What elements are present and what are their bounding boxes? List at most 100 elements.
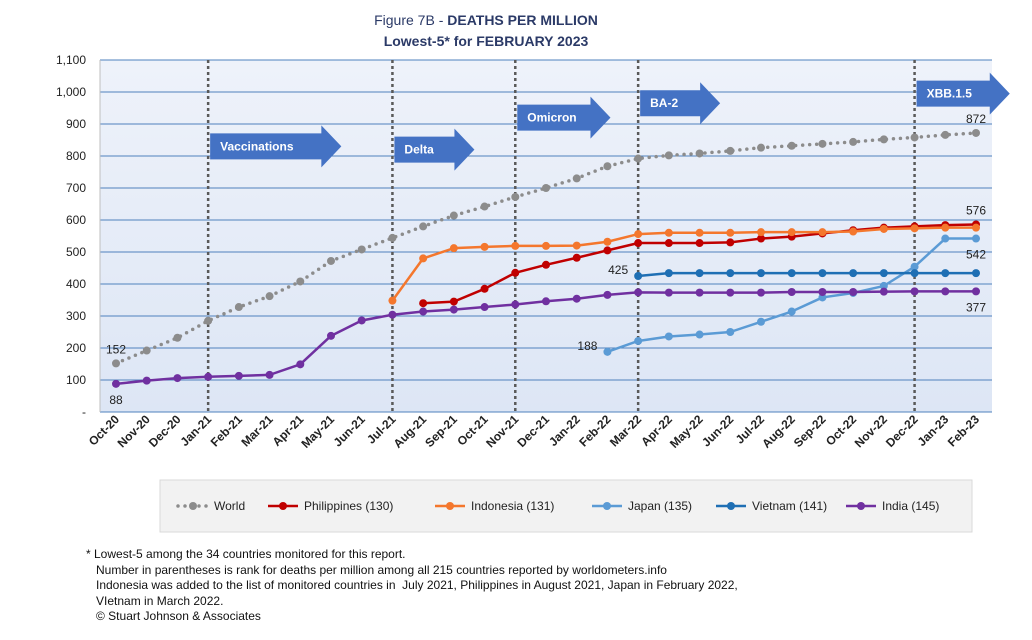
x-tick-label: Aug-22 (759, 412, 798, 451)
x-tick-label: Nov-22 (852, 412, 890, 450)
x-tick-label: Jun-21 (331, 412, 368, 449)
footnote-line: * Lowest-5 among the 34 countries monito… (86, 547, 406, 561)
data-point (972, 234, 980, 243)
data-point (664, 228, 673, 237)
data-point (757, 234, 765, 243)
data-point (787, 288, 796, 296)
data-point (634, 154, 643, 163)
data-point (603, 290, 612, 299)
event-arrow (640, 82, 721, 125)
x-tick-label: Dec-21 (514, 412, 552, 450)
legend-label: Philippines (130) (304, 499, 393, 513)
data-point (787, 269, 796, 278)
footnote-line: © Stuart Johnson & Associates (96, 609, 261, 623)
data-point (204, 316, 213, 325)
legend-marker (727, 502, 735, 510)
event-arrow (210, 125, 342, 168)
data-point (634, 239, 643, 248)
y-tick-label: - (82, 405, 86, 419)
data-point (818, 288, 827, 296)
data-point (787, 228, 796, 237)
x-tick-label: Jun-22 (699, 412, 736, 449)
legend-label: Indonesia (131) (471, 499, 554, 513)
x-tick-label: Jan-21 (177, 412, 214, 449)
data-point (757, 143, 765, 152)
data-point (388, 296, 397, 305)
x-tick-label: Dec-20 (146, 412, 184, 450)
data-point (265, 292, 274, 301)
data-point (879, 287, 888, 296)
data-point (726, 288, 735, 297)
data-point (542, 260, 550, 269)
data-point (603, 347, 612, 356)
y-tick-label: 400 (66, 277, 86, 291)
data-point (234, 371, 243, 380)
data-label: 152 (106, 342, 126, 356)
x-tick-label: May-21 (298, 412, 337, 451)
data-point (634, 336, 643, 345)
data-point (327, 331, 335, 340)
data-point (726, 269, 735, 278)
data-point (572, 253, 581, 262)
event-arrow (394, 128, 475, 171)
footnote-line: Indonesia was added to the list of monit… (96, 578, 738, 592)
data-label: 377 (966, 300, 986, 314)
data-point (941, 287, 950, 296)
data-point (511, 192, 520, 201)
data-point (142, 376, 151, 385)
data-point (204, 372, 213, 381)
event-arrow (517, 96, 611, 139)
data-point (634, 230, 643, 239)
event-label: Vaccinations (220, 139, 294, 153)
y-tick-label: 700 (66, 181, 86, 195)
data-point (972, 269, 980, 278)
data-point (142, 346, 151, 355)
data-point (664, 151, 673, 160)
x-tick-label: Mar-21 (238, 412, 275, 449)
x-tick-label: Feb-21 (208, 412, 245, 449)
data-point (357, 316, 366, 325)
data-point (787, 141, 796, 150)
data-point (664, 269, 673, 278)
data-point (972, 128, 980, 137)
data-point (818, 228, 827, 237)
y-tick-label: 1,100 (56, 53, 86, 67)
x-tick-label: Jan-23 (915, 412, 952, 449)
data-point (419, 254, 428, 263)
legend-marker (603, 502, 611, 510)
data-label: 88 (109, 393, 123, 407)
data-point (572, 174, 581, 183)
data-point (388, 310, 397, 319)
legend-marker (279, 502, 287, 510)
x-tick-label: Sep-21 (422, 412, 460, 450)
data-point (234, 303, 243, 312)
data-point (726, 146, 735, 155)
y-tick-label: 600 (66, 213, 86, 227)
data-point (664, 332, 673, 341)
data-point (972, 287, 980, 296)
data-point (388, 233, 397, 242)
data-point (879, 281, 888, 290)
data-point (941, 130, 950, 139)
data-point (511, 300, 520, 309)
data-point (603, 246, 612, 255)
data-point (787, 307, 796, 316)
event-label: BA-2 (650, 96, 678, 110)
data-point (910, 269, 919, 278)
x-tick-label: Aug-21 (391, 412, 430, 451)
y-tick-label: 1,000 (56, 85, 86, 99)
data-label: 425 (608, 263, 628, 277)
data-point (572, 294, 581, 303)
footnote-line: VIetnam in March 2022. (96, 593, 224, 608)
data-point (449, 211, 458, 220)
x-tick-label: Feb-23 (945, 412, 982, 449)
data-point (634, 272, 643, 280)
data-point (419, 222, 428, 231)
data-point (695, 228, 704, 237)
data-point (357, 245, 366, 254)
data-point (726, 228, 735, 237)
footnote: * Lowest-5 among the 34 countries monito… (86, 547, 986, 625)
chart-title-bold: DEATHS PER MILLION (447, 12, 598, 28)
legend-label: India (145) (882, 499, 939, 513)
data-point (695, 239, 704, 248)
